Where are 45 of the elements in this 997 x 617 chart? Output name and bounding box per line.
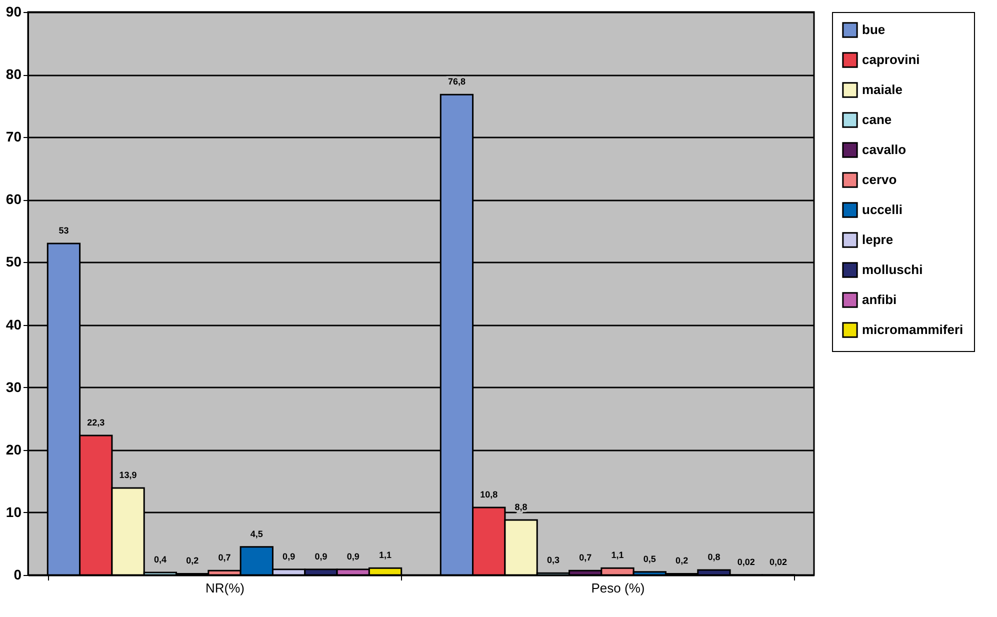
data-label: 0,9	[314, 551, 328, 562]
data-label: 0,9	[282, 551, 296, 562]
legend-label: anfibi	[862, 292, 897, 307]
legend-label: molluschi	[862, 262, 923, 277]
data-label: 10,8	[480, 489, 498, 500]
data-label: 13,9	[119, 470, 137, 480]
legend-label: cavallo	[862, 142, 906, 157]
data-label: 1,1	[611, 550, 624, 560]
data-label: 0,7	[218, 552, 231, 563]
data-label: 4,5	[250, 528, 263, 539]
x-tick-label: Peso (%)	[591, 580, 645, 596]
data-label: 0,2	[186, 556, 199, 566]
legend-label: lepre	[862, 232, 894, 247]
data-label: 1,1	[379, 550, 392, 560]
legend-label: caprovini	[862, 52, 920, 67]
legend-label: uccelli	[862, 202, 902, 217]
data-label: 0,4	[154, 554, 166, 564]
y-tick-label: 70	[6, 128, 22, 145]
legend-label: cane	[862, 112, 892, 127]
y-tick-label: 40	[6, 316, 22, 332]
legend-label: maiale	[862, 82, 902, 97]
data-label: 8,8	[514, 502, 528, 512]
data-label: 0,5	[643, 554, 656, 564]
legend-label: micromammiferi	[862, 322, 964, 337]
data-label: 0,3	[546, 555, 560, 566]
y-tick-label: 0	[14, 566, 22, 582]
y-tick-label: 30	[6, 378, 22, 395]
y-tick-label: 10	[6, 504, 22, 520]
y-tick-label: 80	[6, 66, 22, 82]
x-tick-label: NR(%)	[206, 580, 244, 596]
data-label: 53	[58, 225, 69, 236]
data-label: 22,3	[87, 418, 105, 428]
legend-label: cervo	[862, 172, 897, 187]
data-label: 0,2	[676, 556, 688, 566]
y-tick-label: 50	[6, 254, 22, 270]
y-tick-label: 90	[6, 4, 22, 20]
data-label: 0,02	[770, 556, 788, 567]
data-label: 0,8	[708, 552, 720, 562]
legend-label: bue	[862, 22, 886, 37]
data-label: 76,8	[448, 76, 466, 87]
y-tick-label: 20	[6, 441, 22, 458]
y-tick-label: 60	[6, 191, 22, 208]
data-label: 0,9	[346, 551, 360, 562]
data-label: 0,02	[737, 556, 755, 567]
data-label: 0,7	[579, 552, 592, 563]
